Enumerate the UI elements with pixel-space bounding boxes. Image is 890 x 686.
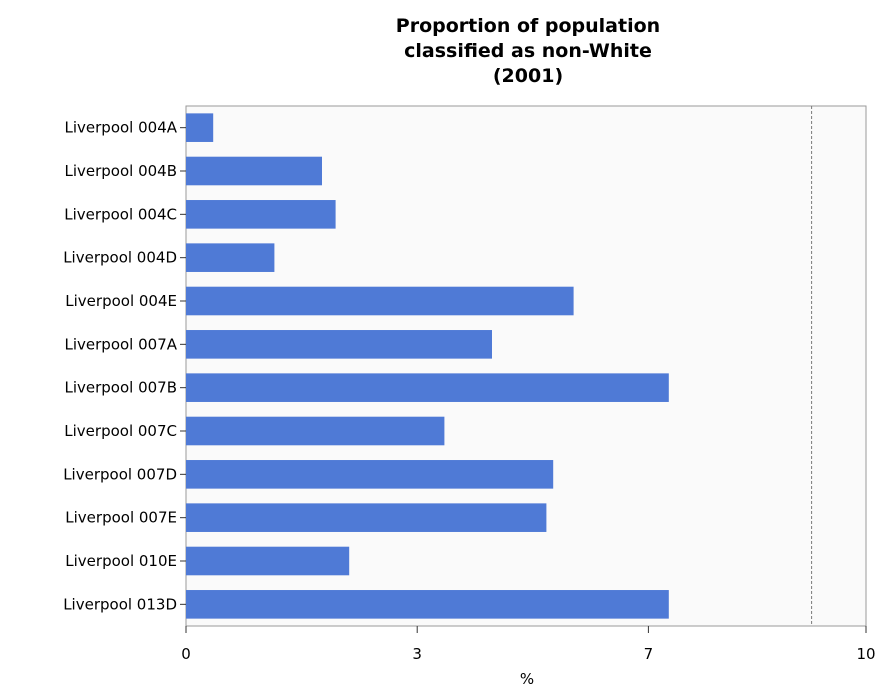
- category-label: Liverpool 004A: [65, 119, 178, 137]
- x-tick-label: 10: [856, 645, 875, 663]
- category-label: Liverpool 007B: [64, 379, 177, 397]
- category-label: Liverpool 004C: [64, 205, 177, 223]
- plot-area: [185, 105, 867, 627]
- category-label: Liverpool 007C: [64, 422, 177, 440]
- bar: [186, 200, 336, 229]
- bar: [186, 243, 275, 272]
- category-label: Liverpool 007D: [63, 465, 177, 483]
- bar: [186, 546, 350, 576]
- x-axis-label: %: [520, 670, 534, 686]
- x-axis-ticks: 0 3 7 10: [181, 626, 876, 663]
- chart-title-line-1: Proportion of population: [396, 15, 660, 37]
- chart-title-line-2: classified as non-White: [404, 40, 652, 62]
- bar: [186, 113, 214, 142]
- bar: [186, 156, 322, 186]
- bar: [186, 286, 574, 316]
- category-label: Liverpool 007A: [65, 335, 178, 353]
- category-label: Liverpool 013D: [63, 595, 177, 613]
- category-label: Liverpool 004D: [63, 249, 177, 267]
- category-label: Liverpool 010E: [65, 552, 177, 570]
- chart-title-line-3: (2001): [493, 65, 563, 87]
- category-label: Liverpool 007E: [65, 509, 177, 527]
- bar: [186, 503, 547, 532]
- x-tick-label: 0: [181, 645, 191, 663]
- x-tick-label: 3: [412, 645, 422, 663]
- category-labels: Liverpool 004A Liverpool 004B Liverpool 00…: [63, 119, 186, 613]
- bar: [186, 460, 554, 489]
- bar: [186, 330, 492, 359]
- category-label: Liverpool 004B: [64, 162, 177, 180]
- category-label: Liverpool 004E: [65, 292, 177, 310]
- bar: [186, 373, 669, 402]
- bar: [186, 416, 445, 446]
- x-tick-label: 7: [644, 645, 654, 663]
- bar: [186, 590, 669, 619]
- bars: [186, 113, 669, 619]
